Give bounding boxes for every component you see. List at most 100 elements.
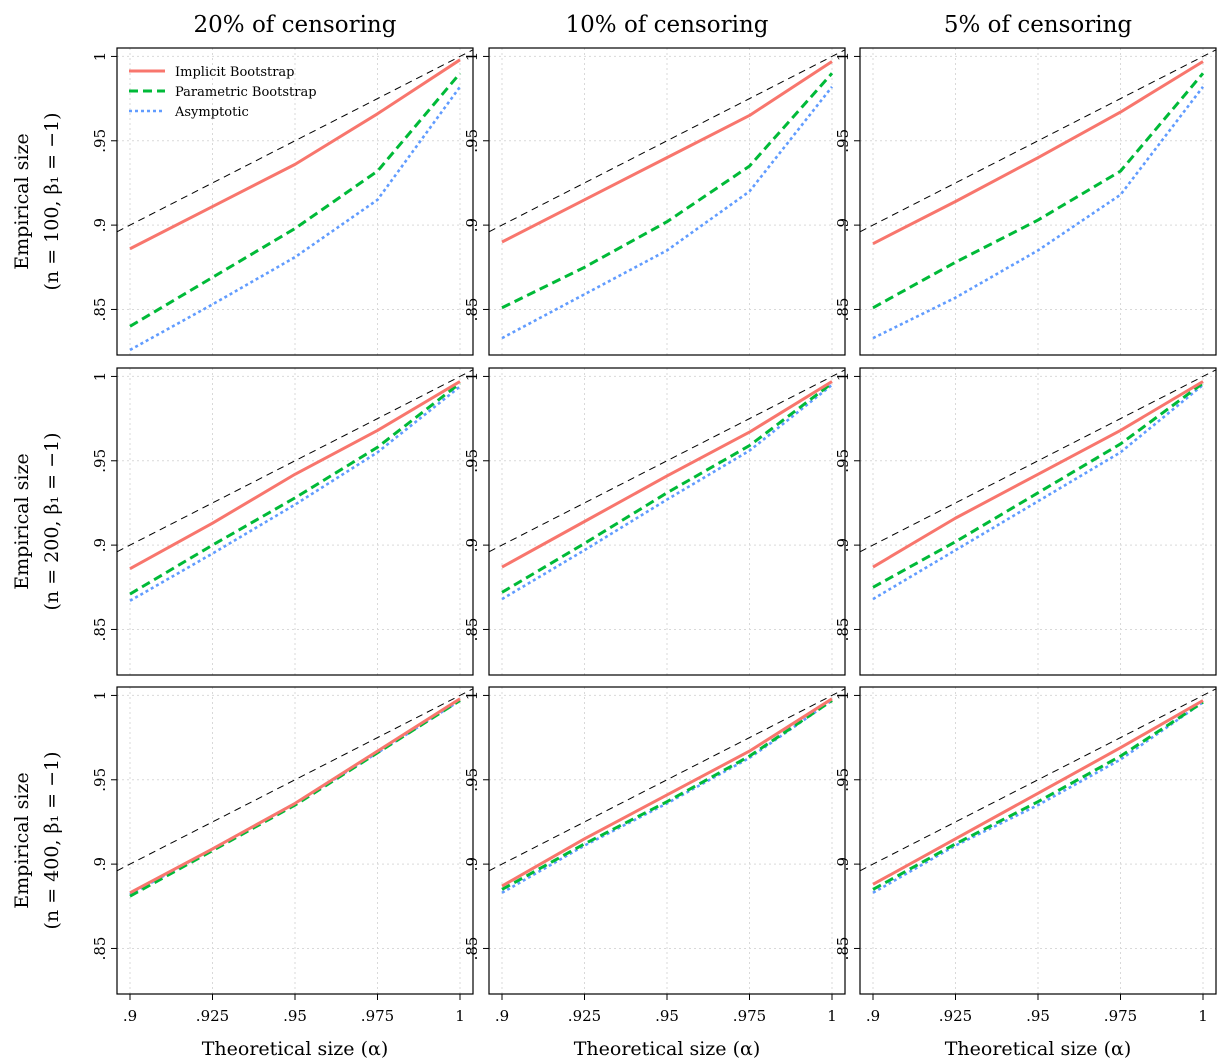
panel-r1c2-reference-line: [489, 49, 845, 233]
panel-r2c3-series-parametric-bootstrap: [872, 381, 1204, 589]
panel-r3c3-xtick-label-2: .95: [1026, 1007, 1050, 1025]
column-title-3: 5% of censoring: [944, 12, 1133, 38]
panel-r3c1-xtick-label-0: .9: [123, 1007, 137, 1025]
panel-r3c2-reference-line: [489, 688, 845, 872]
panel-r3c1-ytick-label-1: .9: [91, 857, 109, 871]
panel-r3c1-xtick-label-1: .925: [196, 1007, 229, 1025]
panel-r1c3-ytick-label-1: .9: [834, 218, 852, 232]
panel-r3c2-xtick-label-0: .9: [495, 1007, 509, 1025]
legend-label-3: Asymptotic: [174, 105, 249, 120]
panel-r1c2-frame: [488, 47, 846, 356]
panel-r2c1-ytick-label-0: .85: [91, 618, 109, 642]
panel-r2c1-frame: [116, 367, 474, 676]
panel-r1c3-ytick-label-2: .95: [834, 129, 852, 153]
panel-r3c3-series-asymptotic: [872, 701, 1204, 894]
panel-r2c3-ytick-label-2: .95: [834, 449, 852, 473]
panel-r2c3-series-implicit-bootstrap: [872, 380, 1204, 569]
panel-r1c1-ytick-label-1: .9: [91, 218, 109, 232]
row-label-2-line2: (n = 200, β₁ = −1): [41, 432, 63, 610]
panel-r3c3-reference-line: [860, 688, 1216, 872]
column-title-2: 10% of censoring: [566, 12, 769, 38]
panel-r3c1-ytick-label-3: 1: [91, 691, 109, 701]
row-label-1-line1: Empirical size: [11, 133, 33, 269]
panel-r2c2-reference-line: [489, 369, 845, 553]
panel-r2c3-ytick-label-0: .85: [834, 618, 852, 642]
panel-r1c1-ytick-label-3: 1: [91, 52, 109, 62]
panel-r2c2-ytick-label-0: .85: [463, 618, 481, 642]
panel-r2c2-series-asymptotic: [501, 383, 833, 601]
panel-r3c1-xtick-label-3: .975: [361, 1007, 394, 1025]
panel-r3c2-ytick-label-0: .85: [463, 937, 481, 961]
panel-r1c1-ytick-label-2: .95: [91, 129, 109, 153]
panel-r3c3-series-parametric-bootstrap: [872, 700, 1204, 891]
panel-r2c2-frame: [488, 367, 846, 676]
panel-r2c3-ytick-label-1: .9: [834, 538, 852, 552]
panel-r3c1-series-implicit-bootstrap: [129, 697, 461, 895]
panel-r1c1-series-asymptotic: [129, 86, 462, 352]
panel-r1c2-ytick-label-2: .95: [463, 129, 481, 153]
x-axis-title-col2: Theoretical size (α): [574, 1038, 761, 1060]
panel-r1c2-series-implicit-bootstrap: [501, 60, 833, 244]
panel-r1c1-series-parametric-bootstrap: [129, 72, 462, 328]
panel-r3c1-reference-line: [117, 688, 473, 872]
x-axis-title-col3: Theoretical size (α): [945, 1038, 1132, 1060]
panel-r1c3-ytick-label-3: 1: [834, 52, 852, 62]
panel-r1c1-ytick-label-0: .85: [91, 298, 109, 322]
legend-label-1: Implicit Bootstrap: [175, 65, 295, 80]
panel-r3c2-xtick-label-3: .975: [733, 1007, 766, 1025]
panel-r3c1-xtick-label-2: .95: [283, 1007, 307, 1025]
panel-r1c3-series-asymptotic: [872, 86, 1205, 340]
panel-r2c3-ytick-label-3: 1: [834, 372, 852, 382]
column-title-1: 20% of censoring: [194, 12, 397, 38]
panel-r3c2-series-parametric-bootstrap: [501, 699, 833, 891]
panel-r2c2-series-implicit-bootstrap: [501, 380, 833, 569]
panel-r3c1-ytick-label-2: .95: [91, 768, 109, 792]
panel-r2c1-ytick-label-2: .95: [91, 449, 109, 473]
legend-label-2: Parametric Bootstrap: [175, 85, 317, 100]
panel-r3c3-xtick-label-3: .975: [1104, 1007, 1137, 1025]
panel-r2c1-series-parametric-bootstrap: [129, 381, 461, 596]
panel-r2c1-series-implicit-bootstrap: [129, 380, 461, 571]
panel-r3c2-xtick-label-4: 1: [827, 1007, 837, 1025]
panel-r3c1-xtick-label-4: 1: [455, 1007, 465, 1025]
panel-r2c3-reference-line: [860, 369, 1216, 553]
panel-r1c3-frame: [859, 47, 1217, 356]
panel-r1c2-ytick-label-0: .85: [463, 298, 481, 322]
panel-r2c2-ytick-label-1: .9: [463, 538, 481, 552]
panel-r3c3-xtick-label-4: 1: [1198, 1007, 1208, 1025]
panel-r2c3-frame: [859, 367, 1217, 676]
panel-r3c3-ytick-label-3: 1: [834, 691, 852, 701]
panel-r1c2-series-parametric-bootstrap: [501, 72, 834, 310]
panel-r2c1-reference-line: [117, 369, 473, 553]
panel-r3c3-xtick-label-1: .925: [939, 1007, 972, 1025]
row-label-3-line1: Empirical size: [11, 772, 33, 908]
panel-r3c2-series-implicit-bootstrap: [501, 697, 833, 888]
panel-r3c2-ytick-label-2: .95: [463, 768, 481, 792]
panel-r1c2-series-asymptotic: [501, 85, 834, 340]
row-label-1-line2: (n = 100, β₁ = −1): [41, 112, 63, 290]
panel-r2c1-ytick-label-1: .9: [91, 538, 109, 552]
panel-r1c3-series-parametric-bootstrap: [872, 72, 1205, 310]
panel-r3c3-series-implicit-bootstrap: [872, 699, 1204, 886]
x-axis-title-col1: Theoretical size (α): [202, 1038, 389, 1060]
panel-r1c3-ytick-label-0: .85: [834, 298, 852, 322]
panel-r2c2-ytick-label-3: 1: [463, 372, 481, 382]
panel-r3c3-ytick-label-2: .95: [834, 768, 852, 792]
panel-r1c3-reference-line: [860, 49, 1216, 233]
panel-r3c2-ytick-label-1: .9: [463, 857, 481, 871]
row-label-2-line1: Empirical size: [11, 453, 33, 589]
panel-r3c3-ytick-label-1: .9: [834, 857, 852, 871]
panel-r3c2-xtick-label-1: .925: [568, 1007, 601, 1025]
panel-r1c2-ytick-label-1: .9: [463, 218, 481, 232]
panel-r3c3-ytick-label-0: .85: [834, 937, 852, 961]
panel-r3c3-xtick-label-0: .9: [866, 1007, 880, 1025]
panel-r3c2-series-asymptotic: [501, 699, 833, 894]
panel-r3c2-xtick-label-2: .95: [655, 1007, 679, 1025]
panel-r2c1-ytick-label-3: 1: [91, 372, 109, 382]
panel-r2c2-ytick-label-2: .95: [463, 449, 481, 473]
row-label-3-line2: (n = 400, β₁ = −1): [41, 751, 63, 929]
panel-r2c2-series-parametric-bootstrap: [501, 381, 833, 594]
panel-r1c2-ytick-label-3: 1: [463, 52, 481, 62]
panel-r1c1-reference-line: [117, 49, 473, 233]
